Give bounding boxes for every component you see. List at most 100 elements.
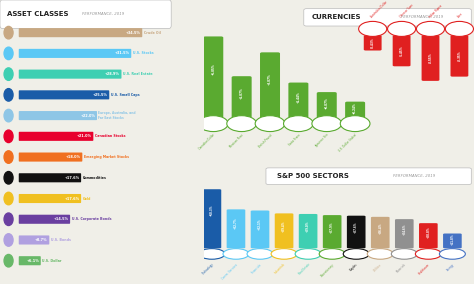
Text: -0.43%: -0.43% xyxy=(371,37,374,48)
Circle shape xyxy=(4,254,13,267)
Text: U.S. Real Estate: U.S. Real Estate xyxy=(123,72,153,76)
FancyBboxPatch shape xyxy=(19,215,70,224)
Text: +1.87%: +1.87% xyxy=(240,87,244,99)
Circle shape xyxy=(4,68,13,80)
Text: -1.45%: -1.45% xyxy=(400,45,403,56)
FancyBboxPatch shape xyxy=(19,153,82,162)
Circle shape xyxy=(340,116,370,131)
Text: Canadian Stocks: Canadian Stocks xyxy=(95,134,125,138)
Text: British Pound: British Pound xyxy=(257,133,273,148)
FancyBboxPatch shape xyxy=(232,76,252,118)
Text: U.S. Bonds: U.S. Bonds xyxy=(51,238,71,242)
FancyBboxPatch shape xyxy=(202,189,221,248)
Text: Discretionary: Discretionary xyxy=(319,262,335,278)
Circle shape xyxy=(4,26,13,39)
Circle shape xyxy=(4,130,13,143)
Circle shape xyxy=(367,248,393,259)
Text: Materials: Materials xyxy=(396,262,407,274)
Text: +24.6%: +24.6% xyxy=(402,224,406,235)
FancyBboxPatch shape xyxy=(19,70,121,79)
Circle shape xyxy=(392,248,417,259)
Text: +11.8%: +11.8% xyxy=(450,233,455,245)
Text: +34.5%: +34.5% xyxy=(126,31,140,35)
Circle shape xyxy=(4,47,13,60)
Circle shape xyxy=(312,116,342,131)
Text: Indian Rupee: Indian Rupee xyxy=(428,4,443,19)
FancyBboxPatch shape xyxy=(19,132,93,141)
Circle shape xyxy=(4,192,13,205)
Text: Japanese Yen: Japanese Yen xyxy=(314,133,329,148)
Text: +32.1%: +32.1% xyxy=(258,218,262,230)
Text: +27.9%: +27.9% xyxy=(330,221,334,233)
Text: +21.0%: +21.0% xyxy=(76,134,91,138)
FancyBboxPatch shape xyxy=(450,35,468,77)
FancyBboxPatch shape xyxy=(227,209,245,248)
Circle shape xyxy=(4,151,13,163)
Text: S&P 500 SECTORS: S&P 500 SECTORS xyxy=(277,173,349,179)
FancyBboxPatch shape xyxy=(304,9,471,26)
FancyBboxPatch shape xyxy=(419,223,438,248)
Circle shape xyxy=(223,248,249,259)
Text: CURRENCIES: CURRENCIES xyxy=(312,14,361,20)
FancyBboxPatch shape xyxy=(323,215,341,248)
FancyBboxPatch shape xyxy=(275,213,293,248)
Text: Real Estate: Real Estate xyxy=(298,262,311,276)
Text: +20.8%: +20.8% xyxy=(426,226,430,238)
Text: +31.5%: +31.5% xyxy=(114,51,129,55)
FancyBboxPatch shape xyxy=(299,214,318,248)
FancyBboxPatch shape xyxy=(443,233,462,248)
Text: +25.5%: +25.5% xyxy=(92,93,108,97)
Text: Euro: Euro xyxy=(457,12,464,19)
Circle shape xyxy=(283,116,313,131)
Text: PERFORMANCE, 2019: PERFORMANCE, 2019 xyxy=(82,12,124,16)
Text: ASSET CLASSES: ASSET CLASSES xyxy=(7,11,69,17)
Text: +3.87%: +3.87% xyxy=(268,73,272,85)
FancyBboxPatch shape xyxy=(19,256,41,265)
Text: Comm. Services: Comm. Services xyxy=(221,262,239,280)
Text: Gold: Gold xyxy=(82,197,91,201)
Circle shape xyxy=(4,213,13,225)
Text: Technology: Technology xyxy=(201,262,215,276)
Text: +6.1%: +6.1% xyxy=(26,259,39,263)
Text: U.S. Dollar (Index): U.S. Dollar (Index) xyxy=(338,133,358,153)
Circle shape xyxy=(359,21,387,36)
Text: +50.3%: +50.3% xyxy=(210,204,214,216)
Text: -2.55%: -2.55% xyxy=(428,53,432,63)
FancyBboxPatch shape xyxy=(19,194,81,203)
FancyBboxPatch shape xyxy=(345,102,365,118)
Text: U.S. Dollar: U.S. Dollar xyxy=(42,259,62,263)
FancyBboxPatch shape xyxy=(392,35,410,66)
Circle shape xyxy=(439,248,465,259)
Text: +1.44%: +1.44% xyxy=(296,91,301,103)
Text: Crude Oil: Crude Oil xyxy=(144,31,161,35)
Text: +0.87%: +0.87% xyxy=(325,97,329,108)
Circle shape xyxy=(343,248,369,259)
Text: -2.35%: -2.35% xyxy=(457,51,461,61)
Text: U.S. Stocks: U.S. Stocks xyxy=(133,51,153,55)
Text: Mexican Peso: Mexican Peso xyxy=(229,133,245,149)
Text: Europe, Australia, and: Europe, Australia, and xyxy=(99,111,136,115)
Text: +17.6%: +17.6% xyxy=(64,176,79,180)
FancyBboxPatch shape xyxy=(395,219,414,248)
Text: +28.9%: +28.9% xyxy=(105,72,119,76)
FancyBboxPatch shape xyxy=(317,92,337,118)
Text: Far East Stocks: Far East Stocks xyxy=(99,116,124,120)
Circle shape xyxy=(295,248,321,259)
Circle shape xyxy=(271,248,297,259)
Text: U.S. Small Caps: U.S. Small Caps xyxy=(110,93,139,97)
Circle shape xyxy=(388,21,416,36)
Text: Healthcare: Healthcare xyxy=(418,262,431,276)
Circle shape xyxy=(4,89,13,101)
Text: Industrials: Industrials xyxy=(274,262,287,275)
Text: U.S. Corporate Bonds: U.S. Corporate Bonds xyxy=(72,217,111,221)
FancyBboxPatch shape xyxy=(19,173,81,182)
Text: Emerging Market Stocks: Emerging Market Stocks xyxy=(84,155,129,159)
Text: Financials: Financials xyxy=(251,262,263,275)
Circle shape xyxy=(4,172,13,184)
FancyBboxPatch shape xyxy=(266,168,471,185)
FancyBboxPatch shape xyxy=(347,216,365,248)
FancyBboxPatch shape xyxy=(288,83,309,118)
Text: Utilities: Utilities xyxy=(373,262,383,272)
Circle shape xyxy=(319,248,345,259)
Text: +22.0%: +22.0% xyxy=(80,114,95,118)
